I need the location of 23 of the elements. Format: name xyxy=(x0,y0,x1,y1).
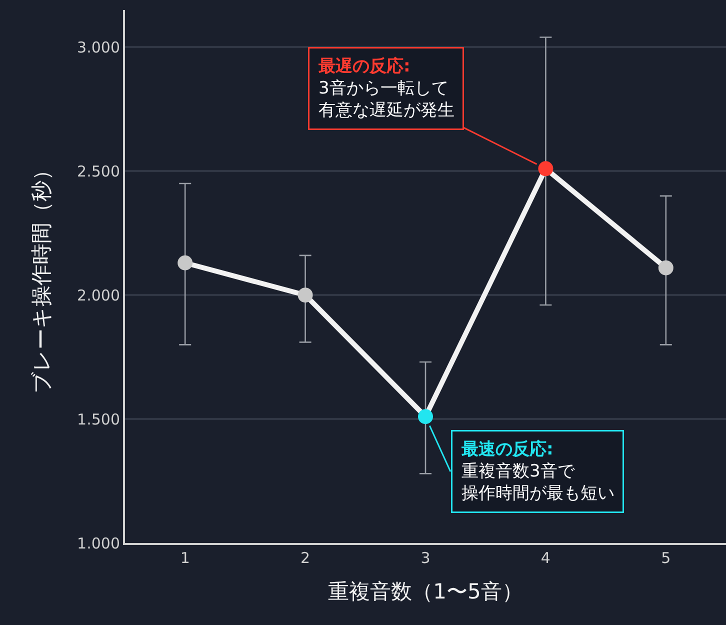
point xyxy=(538,161,554,176)
point xyxy=(178,255,193,270)
point xyxy=(658,260,674,276)
x-tick-label: 4 xyxy=(540,549,550,567)
x-tick-label: 5 xyxy=(661,549,671,567)
x-tick-label: 1 xyxy=(180,549,190,567)
y-tick-label: 2.500 xyxy=(77,162,120,180)
annotation: 最速の反応: xyxy=(460,440,554,460)
annotation: 3音から一転して xyxy=(318,78,448,99)
y-tick-label: 2.000 xyxy=(77,286,120,304)
point xyxy=(418,409,433,424)
y-tick-label: 1.500 xyxy=(77,410,120,428)
annotation: 重複音数3音で xyxy=(462,462,576,482)
point xyxy=(298,288,313,303)
x-axis-title: 重複音数（1〜5音） xyxy=(328,580,523,604)
y-axis-title: ブレーキ操作時間（秒） xyxy=(30,160,54,394)
annotation: 有意な遅延が発生 xyxy=(318,100,454,121)
y-tick-label: 1.000 xyxy=(77,534,120,552)
x-tick-label: 3 xyxy=(420,549,430,567)
x-tick-label: 2 xyxy=(300,549,310,567)
annotation: 操作時間が最も短い xyxy=(462,484,614,504)
annotation: 最遅の反応: xyxy=(318,56,410,76)
y-tick-label: 3.000 xyxy=(77,38,120,56)
